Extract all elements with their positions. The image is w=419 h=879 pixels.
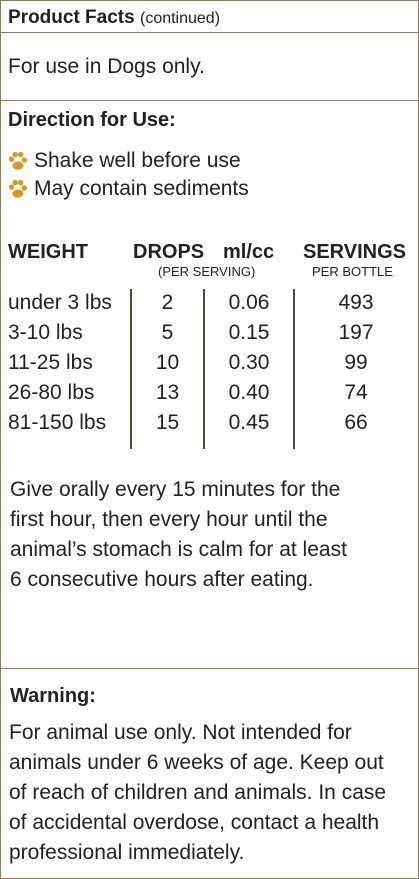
warning-text: For animal use only. Not intended for an… <box>9 718 386 868</box>
divider <box>1 100 418 101</box>
cell-drops: 2 <box>161 291 174 314</box>
page-title: Product Facts (continued) <box>8 7 220 29</box>
cell-drops: 13 <box>155 381 180 404</box>
cell-servings: 66 <box>344 411 368 434</box>
cell-weight: under 3 lbs <box>8 291 112 314</box>
directions-title: Direction for Use: <box>8 109 176 131</box>
column-subheader-servings: PER BOTTLE <box>312 264 393 279</box>
cell-weight: 11-25 lbs <box>8 351 93 374</box>
cell-ml: 0.15 <box>228 321 270 344</box>
divider <box>1 668 418 669</box>
warning-line: of accidental overdose, contact a health <box>9 811 380 834</box>
cell-servings: 74 <box>344 381 368 404</box>
divider <box>1 32 418 33</box>
column-header-ml: ml/cc <box>223 241 275 263</box>
column-divider <box>203 289 205 449</box>
usage-text: For use in Dogs only. <box>8 55 205 78</box>
column-subheader-drops: (PER SERVING) <box>158 264 256 279</box>
title-text: Product Facts <box>8 7 135 28</box>
warning-line: of reach of children and animals. In cas… <box>9 781 387 804</box>
instructions-line: Give orally every 15 minutes for the <box>10 478 341 501</box>
list-item: May contain sediments <box>6 175 249 203</box>
direction-text: Shake well before use <box>34 149 241 172</box>
warning-title: Warning: <box>10 685 96 707</box>
column-header-weight: WEIGHT <box>8 241 88 263</box>
cell-ml: 0.40 <box>228 381 270 404</box>
warning-line: animals under 6 weeks of age. Keep out <box>9 751 384 774</box>
direction-text: May contain sediments <box>34 177 249 200</box>
column-header-drops: DROPS <box>133 241 205 263</box>
cell-servings: 197 <box>338 321 374 344</box>
cell-ml: 0.30 <box>228 351 270 374</box>
cell-weight: 26-80 lbs <box>8 381 95 404</box>
column-divider <box>130 289 132 449</box>
instructions-line: 6 consecutive hours after eating. <box>10 568 314 591</box>
cell-drops: 10 <box>155 351 180 374</box>
instructions-text: Give orally every 15 minutes for the fir… <box>10 475 347 595</box>
column-header-servings: SERVINGS <box>303 241 406 263</box>
cell-servings: 493 <box>338 291 374 314</box>
cell-ml: 0.06 <box>228 291 270 314</box>
cell-drops: 5 <box>161 321 174 344</box>
column-divider <box>293 289 295 449</box>
paw-icon <box>8 151 28 170</box>
warning-line: For animal use only. Not intended for <box>9 721 352 744</box>
list-item: Shake well before use <box>6 147 249 175</box>
title-suffix: (continued) <box>139 10 221 27</box>
warning-line: professional immediately. <box>9 841 245 864</box>
cell-servings: 99 <box>344 351 368 374</box>
cell-ml: 0.45 <box>228 411 270 434</box>
cell-drops: 15 <box>155 411 180 434</box>
cell-weight: 3-10 lbs <box>8 321 83 344</box>
instructions-line: first hour, then every hour until the <box>10 508 328 531</box>
cell-weight: 81-150 lbs <box>8 411 107 434</box>
instructions-line: animal’s stomach is calm for at least <box>10 538 347 561</box>
paw-icon <box>8 179 28 198</box>
directions-list: Shake well before use May contain sedime… <box>6 147 249 203</box>
